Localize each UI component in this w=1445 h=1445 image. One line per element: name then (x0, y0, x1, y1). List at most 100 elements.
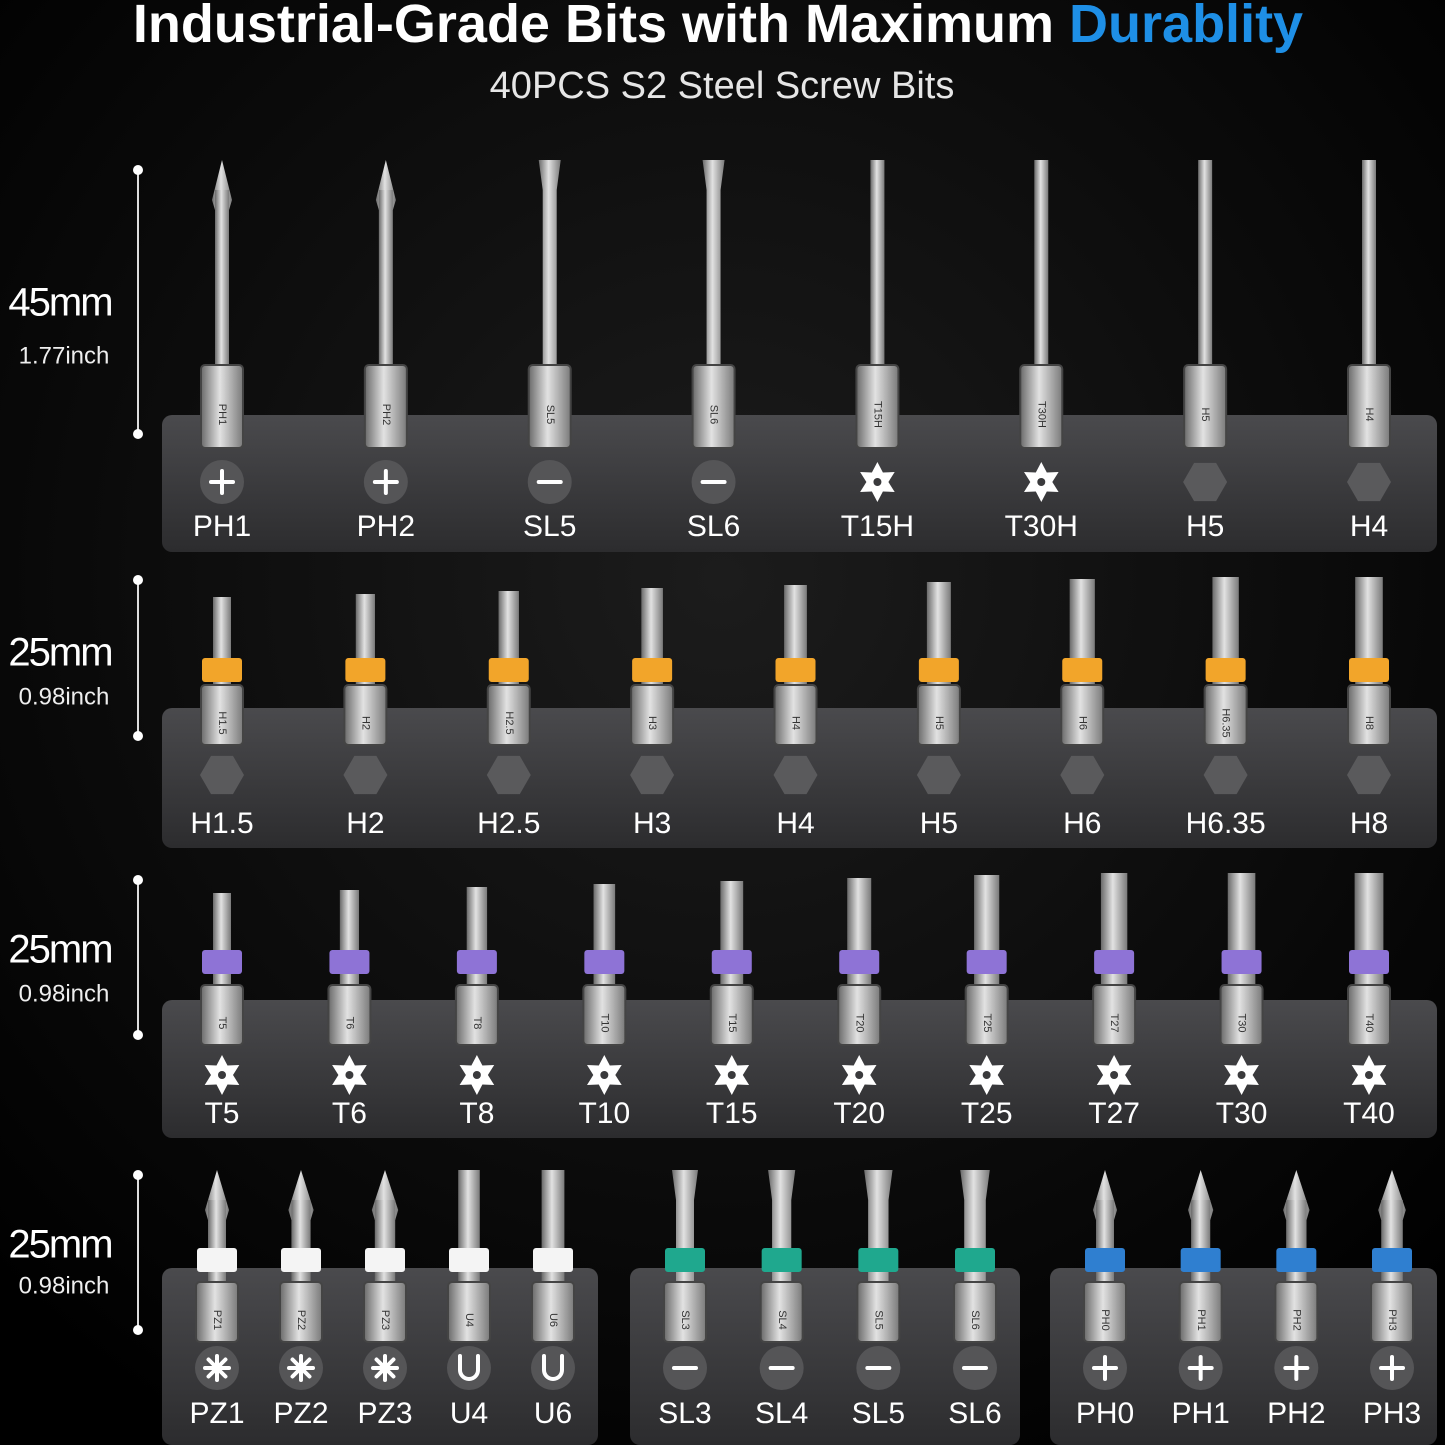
bit-engraving: SL6 (708, 405, 720, 425)
bit-hex (279, 1281, 323, 1343)
color-band (345, 658, 386, 682)
hex-icon (773, 755, 818, 795)
bit-label: T30H (1005, 510, 1078, 543)
bit-engraving: H8 (1363, 716, 1375, 730)
bit-label: SL6 (687, 510, 740, 543)
bit-label: PH2 (357, 510, 415, 543)
bit-engraving: T27 (1108, 1014, 1120, 1033)
bit-hex (582, 984, 627, 1046)
torx-center (1365, 1071, 1373, 1079)
torx-center (600, 1071, 609, 1079)
bit-engraving: H4 (790, 716, 802, 730)
color-band (918, 658, 959, 682)
bit-engraving: H5 (933, 716, 945, 730)
color-band (1085, 1248, 1125, 1272)
ruler-end (133, 1030, 143, 1040)
bit-engraving: U6 (547, 1313, 559, 1327)
bit-label: PH1 (1171, 1397, 1229, 1430)
torx-center (1110, 1071, 1119, 1079)
bit-label: T20 (833, 1097, 885, 1130)
ruler-end (133, 1170, 143, 1180)
bit-engraving: PH2 (1290, 1309, 1302, 1330)
bit-panel (162, 415, 1437, 552)
bit-label: SL6 (948, 1397, 1001, 1430)
hex-icon (486, 755, 531, 795)
color-band (202, 658, 242, 682)
bit-hex (1219, 984, 1264, 1046)
bit-label: PH0 (1076, 1397, 1134, 1430)
bit-label: H8 (1350, 807, 1388, 840)
color-band (966, 950, 1007, 974)
length-inch: 1.77inch (19, 342, 110, 369)
bit-label: PZ1 (189, 1397, 244, 1430)
bit-label: T40 (1343, 1097, 1395, 1130)
bit-label: H2 (346, 807, 384, 840)
color-band (329, 950, 370, 974)
bit-label: PZ2 (273, 1397, 328, 1430)
bit-hex (773, 684, 818, 746)
bit-label: T15 (706, 1097, 758, 1130)
icon-u (542, 1354, 564, 1381)
bit-panel (1050, 1268, 1437, 1445)
bit-engraving: PH2 (380, 404, 392, 425)
torx-center (1037, 478, 1046, 486)
icon-bar (374, 1357, 396, 1379)
bit-shaft (870, 160, 885, 365)
bit-label: H2.5 (477, 807, 540, 840)
color-band (456, 950, 497, 974)
bit-hex (200, 684, 244, 746)
bit-label: T5 (204, 1097, 239, 1130)
hex-icon (200, 755, 244, 795)
ruler-end (133, 875, 143, 885)
bit-engraving: H1.5 (216, 711, 228, 734)
bit-engraving: H2.5 (503, 711, 515, 734)
torx-center (472, 1071, 481, 1079)
icon-circle (531, 1346, 575, 1390)
bit-label: H4 (1350, 510, 1388, 543)
bit-engraving: SL6 (969, 1310, 981, 1330)
bit-label: H1.5 (190, 807, 253, 840)
title: Industrial-Grade Bits with Maximum Durab… (133, 0, 1303, 54)
bit-engraving: T8 (471, 1017, 483, 1030)
bit-engraving: PH1 (216, 404, 228, 425)
torx-center (873, 478, 882, 486)
bit-engraving: PH0 (1099, 1309, 1111, 1330)
bit-hex (1203, 684, 1248, 746)
color-band (775, 658, 816, 682)
bit-hex (691, 364, 736, 449)
bit-engraving: T15 (726, 1014, 738, 1033)
color-band (1180, 1248, 1221, 1272)
color-band (1221, 950, 1262, 974)
color-band (1062, 658, 1103, 682)
torx-center (855, 1071, 864, 1079)
bit-label: T30 (1216, 1097, 1268, 1130)
bit-shaft (538, 160, 561, 365)
bit-hex (837, 984, 882, 1046)
hex-icon (1347, 755, 1391, 795)
bit-engraving: T40 (1363, 1014, 1375, 1033)
bit-label: T15H (841, 510, 914, 543)
bit-engraving: PH1 (1195, 1309, 1207, 1330)
bit-label: T27 (1088, 1097, 1140, 1130)
bit-label: SL5 (852, 1397, 905, 1430)
color-band (365, 1248, 405, 1272)
bit-hex (447, 1281, 491, 1343)
bit-hex (855, 364, 900, 449)
length-mm: 45mm (8, 281, 111, 325)
title-highlight: Durablity (1069, 0, 1303, 54)
color-band (711, 950, 752, 974)
bit-hex (1347, 684, 1391, 746)
bit-label: SL4 (755, 1397, 808, 1430)
bit-engraving: T15H (872, 401, 884, 428)
bit-hex (709, 984, 754, 1046)
color-band (449, 1248, 489, 1272)
bit-engraving: T6 (344, 1017, 356, 1030)
bit-shaft (1362, 160, 1376, 365)
color-band (632, 658, 673, 682)
bit-label: T8 (459, 1097, 494, 1130)
color-band (1276, 1248, 1317, 1272)
bit-label: T10 (578, 1097, 630, 1130)
hex-icon (916, 755, 961, 795)
bit-hex (195, 1281, 239, 1343)
